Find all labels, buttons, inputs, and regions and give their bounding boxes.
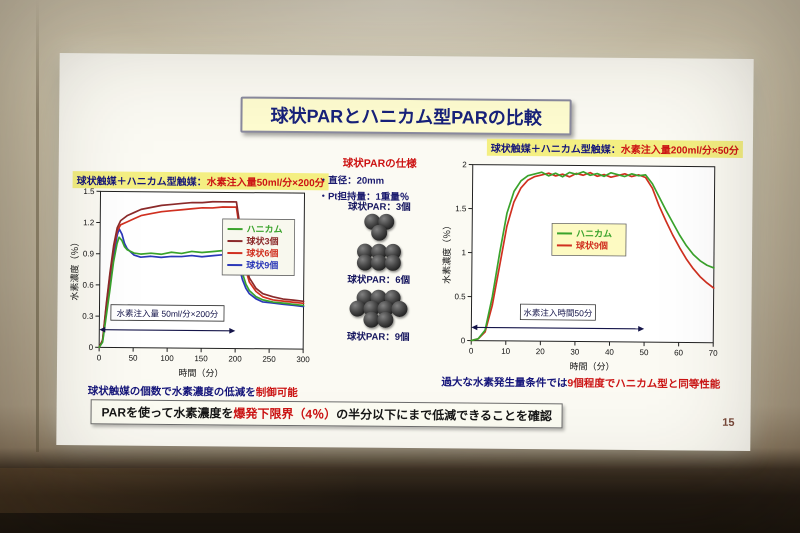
slide-title-text: 球状PARとハニカム型PARの比較 <box>270 105 542 129</box>
caption-text: 球状触媒の個数で水素濃度の低減を <box>87 385 256 399</box>
annotation-text: 水素注入時間50分 <box>523 308 593 319</box>
injection-span-arrow <box>104 329 231 332</box>
catalyst-spheres-photo <box>349 289 408 328</box>
injection-span-arrow <box>476 326 640 330</box>
svg-text:60: 60 <box>674 348 684 357</box>
chart-svg: 0 50 100 150 200 250 300 0 0.3 0.6 0.9 1.2 1.5 時間（分） 水… <box>69 187 311 378</box>
catalyst-sphere <box>391 300 408 318</box>
svg-text:0: 0 <box>461 336 466 345</box>
svg-text:10: 10 <box>501 347 511 356</box>
svg-text:1.2: 1.2 <box>83 218 95 227</box>
chart-svg: 0 10 20 30 40 50 60 70 0 0.5 1 1.5 2 時間（分） 水素濃度（％） 水素注入… <box>441 160 719 372</box>
legend-label-球状3個: 球状3個 <box>246 235 278 246</box>
wall-corner-line <box>36 0 39 452</box>
caption-text: 過大な水素発生量条件では <box>441 376 568 390</box>
legend-label-ハニカム: ハニカム <box>247 224 283 234</box>
caption-emphasis: 制御可能 <box>255 386 298 400</box>
svg-text:1: 1 <box>462 248 467 257</box>
legend-label-球状9個: 球状9個 <box>246 259 278 270</box>
y-axis-label: 水素濃度（％） <box>441 221 452 284</box>
legend-box <box>551 222 627 257</box>
svg-text:30: 30 <box>570 347 580 356</box>
series-line-球状9個 <box>98 228 305 349</box>
svg-text:0.3: 0.3 <box>82 312 94 321</box>
note-emphasis: 爆発下限界（4％） <box>233 406 337 422</box>
svg-text:150: 150 <box>194 354 208 363</box>
catalyst-spheres-photo <box>356 243 402 271</box>
series-line-ハニカム <box>470 170 715 342</box>
svg-text:0: 0 <box>469 347 474 356</box>
series-line-球状3個 <box>98 200 305 349</box>
sphere-group-label: 球状PAR：6個 <box>347 274 411 287</box>
catalyst-sphere <box>377 311 394 328</box>
svg-text:50: 50 <box>129 354 139 363</box>
svg-text:0.9: 0.9 <box>83 249 95 258</box>
sphere-group-label: 球状PAR：9個 <box>346 331 410 344</box>
annotation-box <box>110 304 225 322</box>
slide-title: 球状PARとハニカム型PARの比較 <box>240 96 573 136</box>
sphere-group: 球状PAR：6個 <box>318 243 440 287</box>
series-line-ハニカム <box>98 236 305 349</box>
svg-text:100: 100 <box>160 354 174 363</box>
sphere-group-label: 球状PAR：3個 <box>348 201 411 214</box>
sphere-group: 球状PAR：3個 <box>318 197 440 241</box>
svg-text:300: 300 <box>296 355 310 364</box>
svg-text:70: 70 <box>709 349 719 358</box>
left-chart-caption: 球状触媒の個数で水素濃度の低減を制御可能 <box>73 383 313 400</box>
desk-surface <box>0 468 360 513</box>
annotation-text: 水素注入量 50ml/分×200分 <box>117 308 219 319</box>
note-text: の半分以下にまで低減できることを確認 <box>336 407 552 424</box>
svg-text:0: 0 <box>97 353 102 362</box>
legend-box <box>221 218 296 276</box>
condition-prefix: 球状触媒＋ハニカム型触媒： <box>490 143 621 156</box>
legend-label-ハニカム: ハニカム <box>576 229 612 239</box>
right-chart-condition-label: 球状触媒＋ハニカム型触媒：水素注入量200ml/分×50分 <box>486 138 743 158</box>
catalyst-sphere <box>384 254 401 271</box>
svg-text:1.5: 1.5 <box>455 204 467 213</box>
svg-text:20: 20 <box>536 347 546 356</box>
page-number: 15 <box>722 416 735 429</box>
svg-text:40: 40 <box>605 348 615 357</box>
svg-text:250: 250 <box>262 355 276 364</box>
catalyst-sphere <box>371 224 388 241</box>
conclusion-note: PARを使って水素濃度を爆発下限界（4％）の半分以下にまで低減できることを確認 <box>90 399 563 429</box>
y-axis-label: 水素濃度（％） <box>69 238 80 301</box>
legend-label-球状9個: 球状9個 <box>576 240 608 251</box>
spec-heading: 球状PARの仕様 <box>342 157 417 171</box>
catalyst-spheres-photo <box>364 213 395 241</box>
spec-item-diameter: ・直径：20mm <box>318 175 385 187</box>
caption-emphasis: 9個程度でハニカム型と同等性能 <box>567 377 721 391</box>
svg-text:0.6: 0.6 <box>83 281 95 290</box>
legend-label-球状6個: 球状6個 <box>246 247 278 258</box>
right-chart-caption: 過大な水素発生量条件では9個程度でハニカム型と同等性能 <box>435 374 727 392</box>
sphere-group: 球状PAR：9個 <box>317 289 439 344</box>
svg-text:1.5: 1.5 <box>83 187 95 196</box>
right-line-chart: 0 10 20 30 40 50 60 70 0 0.5 1 1.5 2 時間（分） 水素濃度（％） 水素注入… <box>441 156 723 374</box>
presentation-slide: 球状PARとハニカム型PARの比較 球状触媒＋ハニカム型触媒：水素注入量200m… <box>56 52 754 452</box>
svg-text:0.5: 0.5 <box>454 292 466 301</box>
sphere-catalyst-figures: 球状PAR：3個 球状PAR：6個 球状PAR：9個 <box>317 197 440 347</box>
x-axis-label: 時間（分） <box>569 361 614 371</box>
annotation-box <box>519 303 596 321</box>
svg-text:50: 50 <box>639 348 649 357</box>
svg-text:0: 0 <box>89 343 94 352</box>
left-line-chart: 0 50 100 150 200 250 300 0 0.3 0.6 0.9 1.2 1.5 時間（分） 水… <box>69 183 313 381</box>
x-axis-label: 時間（分） <box>178 368 223 378</box>
svg-text:2: 2 <box>462 160 467 169</box>
note-text: PARを使って水素濃度を <box>101 405 234 421</box>
condition-amount: 水素注入量200ml/分×50分 <box>620 144 739 157</box>
spec-panel: 球状PARの仕様 ・直径：20mm ・Pt担持量：1重量％ <box>318 155 440 203</box>
svg-text:200: 200 <box>228 354 242 363</box>
